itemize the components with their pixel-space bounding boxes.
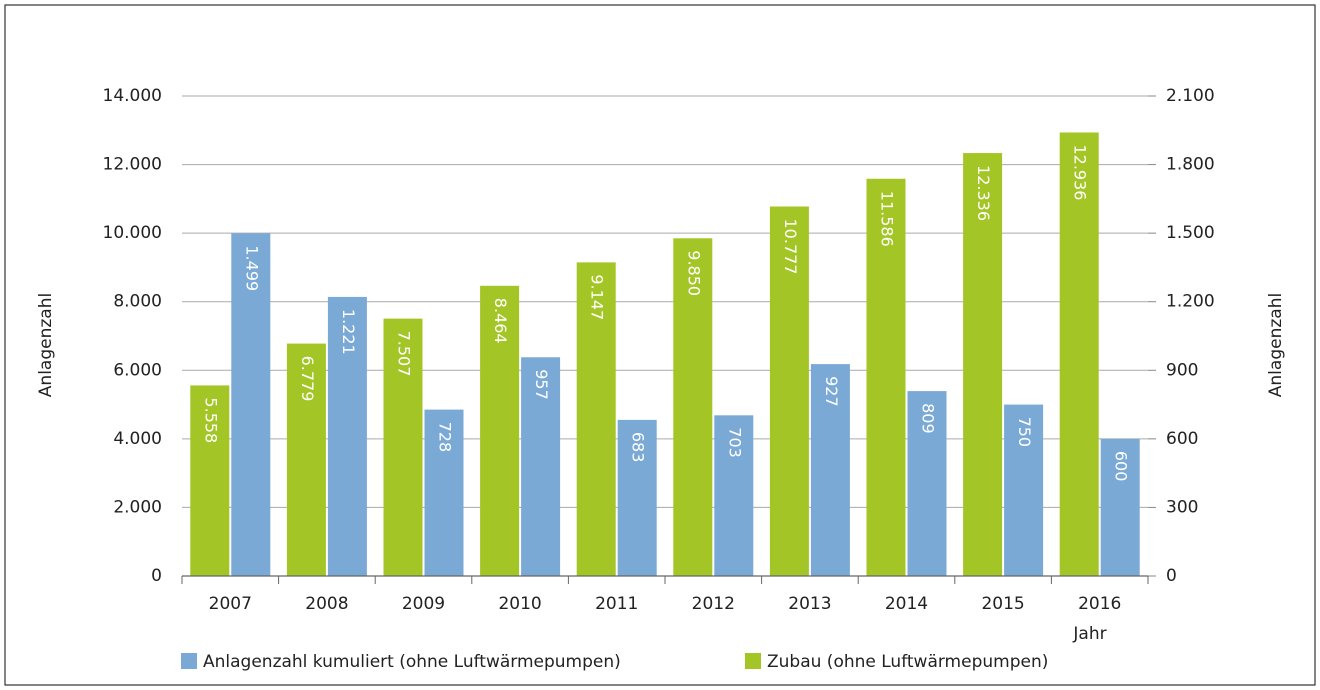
y-axis-label: Anlagenzahl (36, 293, 56, 397)
x-tick-label: 2008 (305, 594, 348, 614)
value-label: 9.850 (684, 250, 703, 296)
bar (190, 385, 230, 576)
value-label: 5.558 (201, 397, 220, 443)
frame (4, 4, 1316, 686)
y-tick-label: 14.000 (103, 86, 162, 106)
y-tick-label: 2.000 (113, 497, 162, 517)
value-label: 927 (822, 376, 841, 407)
value-label: 1.499 (242, 245, 261, 291)
bar (810, 364, 850, 576)
y2-tick-label: 1.800 (1166, 155, 1215, 175)
y2-tick-label: 300 (1166, 497, 1198, 517)
bar (1100, 438, 1140, 576)
x-tick-label: 2014 (885, 594, 928, 614)
y2-tick-label: 0 (1166, 566, 1177, 586)
bar (424, 409, 464, 576)
y-tick-label: 4.000 (113, 429, 162, 449)
value-label: 12.936 (1071, 144, 1090, 200)
bar (673, 238, 713, 577)
bar (617, 419, 657, 576)
x-axis-label: Jahr (1072, 624, 1106, 644)
bar (1059, 132, 1099, 577)
x-tick-label: 2009 (402, 594, 445, 614)
value-label: 1.221 (339, 309, 358, 355)
y2-tick-label: 1.200 (1166, 292, 1215, 312)
y2-tick-label: 2.100 (1166, 86, 1215, 106)
legend-label: Zubau (ohne Luftwärmepumpen) (767, 652, 1048, 672)
bar (963, 153, 1003, 576)
y2-axis-label: Anlagenzahl (1266, 293, 1286, 397)
value-label: 8.464 (491, 298, 510, 344)
x-tick-label: 2007 (209, 594, 252, 614)
y-tick-label: 12.000 (103, 155, 162, 175)
bar (327, 296, 367, 576)
value-label: 703 (725, 427, 744, 458)
value-label: 6.779 (298, 356, 317, 402)
y2-tick-label: 1.500 (1166, 223, 1215, 243)
y-tick-label: 10.000 (103, 223, 162, 243)
value-label: 683 (629, 432, 648, 463)
value-label: 9.147 (588, 274, 607, 320)
legend-swatch (745, 653, 761, 669)
value-label: 11.586 (878, 191, 897, 247)
legend-label: Anlagenzahl kumuliert (ohne Luftwärmepum… (203, 652, 621, 672)
bar (231, 233, 271, 576)
value-label: 12.336 (974, 165, 993, 221)
bar (576, 262, 616, 576)
y-tick-label: 0 (151, 566, 162, 586)
y-tick-label: 8.000 (113, 292, 162, 312)
value-label: 10.777 (781, 219, 800, 275)
value-label: 957 (532, 369, 551, 400)
bar (480, 285, 520, 576)
x-tick-label: 2012 (692, 594, 735, 614)
bar (714, 415, 754, 576)
bar (907, 391, 947, 576)
bar (866, 178, 906, 576)
x-tick-label: 2013 (788, 594, 831, 614)
value-label: 728 (436, 422, 455, 453)
bar (521, 357, 561, 576)
value-label: 7.507 (395, 331, 414, 377)
x-tick-label: 2011 (595, 594, 638, 614)
legend-swatch (181, 653, 197, 669)
x-tick-label: 2010 (498, 594, 541, 614)
bar (1004, 404, 1044, 576)
bar (383, 318, 423, 576)
x-tick-label: 2016 (1078, 594, 1121, 614)
bar (286, 343, 326, 576)
value-label: 750 (1015, 417, 1034, 448)
y2-tick-label: 900 (1166, 360, 1198, 380)
x-tick-label: 2015 (981, 594, 1024, 614)
value-label: 809 (919, 403, 938, 434)
value-label: 600 (1112, 451, 1131, 482)
bar (769, 206, 809, 576)
y2-tick-label: 600 (1166, 429, 1198, 449)
y-tick-label: 6.000 (113, 360, 162, 380)
